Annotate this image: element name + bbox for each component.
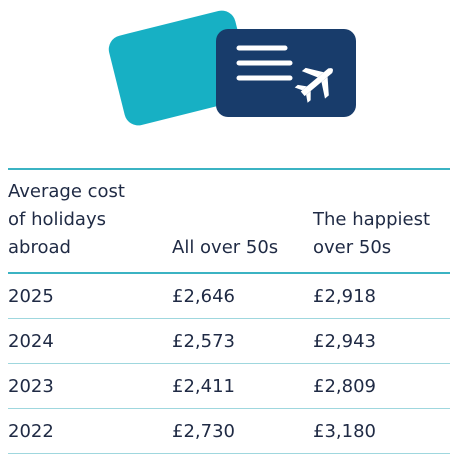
boarding-pass-icon [216,29,356,117]
table-header-row: Average cost of holidays abroad All over… [8,170,450,274]
airplane-icon [294,67,333,103]
year-cell: 2022 [8,408,172,454]
table-row: 2023 £2,411 £2,809 [8,363,450,409]
all-over-50s-cell: £2,730 [172,408,313,454]
table-row: 2024 £2,573 £2,943 [8,318,450,364]
top-divider [8,168,450,170]
header-happiest-over-50s: The happiest over 50s [313,170,450,274]
happiest-over-50s-cell: £2,809 [313,363,450,409]
happiest-over-50s-cell: £2,918 [313,273,450,319]
year-cell: 2024 [8,318,172,364]
text-lines-icon [236,45,293,81]
all-over-50s-cell: £2,646 [172,273,313,319]
holiday-cost-table: Average cost of holidays abroad All over… [8,170,450,454]
happiest-over-50s-cell: £3,180 [313,408,450,454]
travel-illustration [0,0,456,140]
year-cell: 2025 [8,273,172,319]
holiday-cost-table-section: Average cost of holidays abroad All over… [8,168,450,454]
all-over-50s-cell: £2,573 [172,318,313,364]
all-over-50s-cell: £2,411 [172,363,313,409]
card-icon [108,10,252,126]
happiest-over-50s-cell: £2,943 [313,318,450,364]
header-average-cost: Average cost of holidays abroad [8,170,172,274]
year-cell: 2023 [8,363,172,409]
table-row: 2025 £2,646 £2,918 [8,273,450,319]
header-all-over-50s: All over 50s [172,170,313,274]
table-row: 2022 £2,730 £3,180 [8,408,450,454]
